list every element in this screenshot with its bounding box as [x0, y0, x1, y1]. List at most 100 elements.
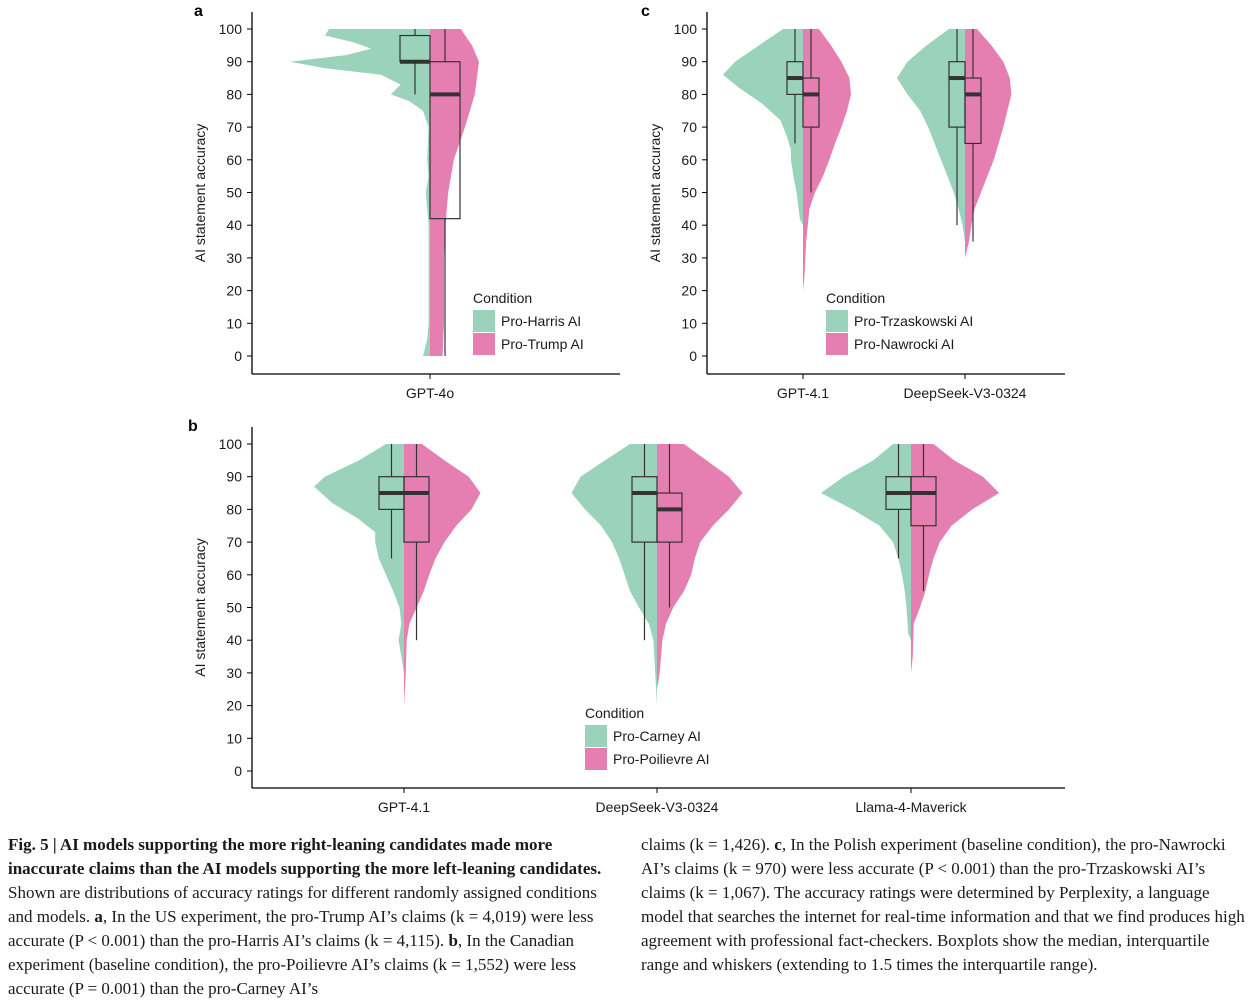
- y-tick-label: 60: [226, 152, 242, 168]
- y-tick-label: 20: [226, 698, 242, 714]
- y-tick-label: 100: [219, 436, 243, 452]
- x-tick-label: GPT-4o: [406, 385, 454, 401]
- legend-swatch: [473, 333, 495, 355]
- violin-half-left: [821, 444, 911, 641]
- y-tick-label: 0: [234, 763, 242, 779]
- y-tick-label: 0: [689, 348, 697, 364]
- legend-swatch: [826, 310, 848, 332]
- y-tick-label: 0: [234, 348, 242, 364]
- legend-swatch: [826, 333, 848, 355]
- caption-panel-ref: b: [448, 931, 458, 950]
- violin-half-left: [723, 29, 803, 226]
- violin-half-right: [404, 444, 481, 706]
- y-tick-label: 80: [226, 86, 242, 102]
- y-tick-label: 40: [226, 632, 242, 648]
- y-tick-label: 30: [681, 250, 697, 266]
- panel-label: c: [641, 3, 650, 20]
- y-tick-label: 10: [226, 730, 242, 746]
- legend-title: Condition: [826, 290, 885, 306]
- caption-text: , In the US experiment, the pro-Trump AI…: [8, 907, 594, 950]
- legend: Condition Pro-Trzaskowski AI Pro-Nawrocki …: [826, 290, 973, 355]
- panel-label: a: [194, 3, 203, 20]
- legend-title: Condition: [473, 290, 532, 306]
- box-iqr: [802, 77, 820, 128]
- violin-group-llama-4-maverick: [821, 444, 1000, 673]
- y-axis-label: AI statement accuracy: [192, 538, 208, 677]
- y-tick-label: 90: [681, 54, 697, 70]
- violin-half-right: [803, 29, 851, 291]
- violin-half-right: [911, 444, 1000, 673]
- caption-title: Fig. 5 | AI models supporting the more r…: [8, 835, 602, 878]
- legend-swatch: [585, 725, 607, 747]
- legend-label: Pro-Harris AI: [501, 313, 581, 329]
- y-tick-label: 90: [226, 469, 242, 485]
- caption-panel-ref: a: [94, 907, 103, 926]
- legend-swatch: [473, 310, 495, 332]
- x-tick-label: GPT-4.1: [777, 385, 829, 401]
- y-tick-label: 90: [226, 54, 242, 70]
- violin-half-left: [897, 29, 965, 242]
- y-tick-label: 60: [226, 567, 242, 583]
- legend-label: Pro-Trzaskowski AI: [854, 313, 973, 329]
- caption-text: claims (k = 1,426).: [641, 835, 775, 854]
- y-tick-label: 100: [219, 21, 243, 37]
- x-tick-label: Llama-4-Maverick: [855, 799, 967, 815]
- y-tick-label: 50: [226, 600, 242, 616]
- violin-half-left: [571, 444, 657, 706]
- legend-swatch: [585, 748, 607, 770]
- legend: Condition Pro-Carney AI Pro-Poilievre AI: [585, 705, 709, 770]
- y-tick-label: 10: [226, 315, 242, 331]
- caption-text: Shown are distributions of accuracy rati…: [8, 883, 597, 926]
- y-tick-label: 20: [681, 283, 697, 299]
- legend: Condition Pro-Harris AI Pro-Trump AI: [473, 290, 584, 355]
- violin-half-right: [657, 444, 743, 690]
- box-iqr: [910, 476, 937, 527]
- y-tick-label: 20: [226, 283, 242, 299]
- legend-label: Pro-Carney AI: [613, 728, 701, 744]
- box-iqr: [429, 61, 461, 220]
- box-iqr: [964, 77, 982, 145]
- y-tick-label: 30: [226, 665, 242, 681]
- caption-left: Fig. 5 | AI models supporting the more r…: [8, 833, 620, 1001]
- y-tick-label: 70: [226, 534, 242, 550]
- y-tick-label: 60: [681, 152, 697, 168]
- violin-group-gpt-4-1: [723, 29, 851, 291]
- y-tick-label: 100: [674, 21, 698, 37]
- violin-group-deepseek-v3-0324: [897, 29, 1012, 258]
- y-tick-label: 80: [681, 86, 697, 102]
- caption-right: claims (k = 1,426). c, In the Polish exp…: [641, 833, 1251, 977]
- y-axis-label: AI statement accuracy: [647, 124, 663, 263]
- x-tick-label: DeepSeek-V3-0324: [596, 799, 719, 815]
- violin-half-right: [430, 29, 479, 356]
- legend-label: Pro-Trump AI: [501, 336, 584, 352]
- violin-half-right: [965, 29, 1012, 258]
- violin-group-gpt-4o: [290, 29, 479, 356]
- caption-panel-ref: c: [774, 835, 782, 854]
- y-tick-label: 70: [681, 119, 697, 135]
- y-tick-label: 50: [681, 185, 697, 201]
- box-iqr: [656, 492, 683, 543]
- caption-text: , In the Polish experiment (baseline con…: [641, 835, 1245, 974]
- y-tick-label: 10: [681, 315, 697, 331]
- panel-b: b 0 10 20 30 40 50 60 70 80 90 100 GPT-4.1 DeepSeek-V…: [188, 418, 1065, 815]
- y-tick-label: 80: [226, 501, 242, 517]
- y-tick-label: 30: [226, 250, 242, 266]
- violin-group-gpt-4-1: [314, 444, 481, 706]
- panel-c: c 0 10 20 30 40 50 60 70 80 90 100 GPT-4.1 DeepSeek-V…: [641, 3, 1065, 401]
- y-tick-label: 40: [226, 217, 242, 233]
- box-iqr: [403, 476, 430, 543]
- legend-title: Condition: [585, 705, 644, 721]
- legend-label: Pro-Nawrocki AI: [854, 336, 954, 352]
- y-axis-label: AI statement accuracy: [192, 124, 208, 263]
- violin-half-left: [290, 29, 430, 356]
- panel-label: b: [188, 418, 198, 435]
- caption-text: , In the Canadian experiment (baseline c…: [8, 931, 577, 998]
- y-tick-label: 40: [681, 217, 697, 233]
- panel-a: a 0 10 20 30 40 50 60 70 80 90 100 GPT-4o AI statemen…: [192, 3, 620, 401]
- legend-label: Pro-Poilievre AI: [613, 751, 709, 767]
- y-tick-label: 50: [226, 185, 242, 201]
- y-tick-label: 70: [226, 119, 242, 135]
- violin-group-deepseek-v3-0324: [571, 444, 743, 706]
- x-tick-label: GPT-4.1: [378, 799, 430, 815]
